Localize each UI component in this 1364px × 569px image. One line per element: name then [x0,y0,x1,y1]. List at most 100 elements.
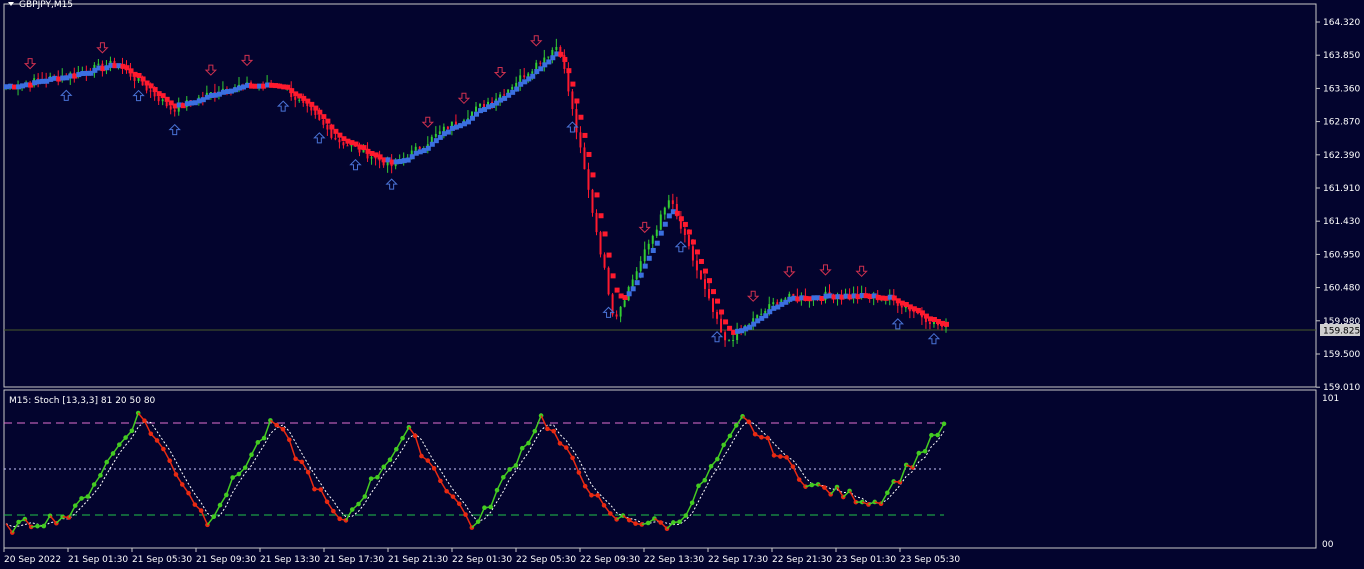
trend-step [277,83,283,89]
trend-step [590,172,596,178]
trend-step [823,293,829,299]
candle-body [651,235,654,244]
trend-step [421,148,427,154]
stoch-segment [748,421,756,435]
trend-step [682,221,688,227]
candle-body [382,160,385,166]
trend-step [486,104,492,110]
trend-step [879,295,885,301]
stoch-segment [540,415,549,430]
trend-step [100,66,106,72]
candle-body [137,77,140,81]
candle-body [567,68,570,92]
trend-step [297,93,303,99]
trend-step [863,293,869,299]
trend-step [4,84,9,90]
candle-body [932,320,935,325]
trend-step [96,65,102,71]
trend-step [305,98,311,104]
trend-step [510,89,516,95]
trend-step [867,294,873,300]
trend-step [803,295,809,301]
trend-step [642,263,648,269]
candle-body [523,75,526,78]
trend-step [413,150,419,156]
trend-step [309,101,315,107]
candle-body [599,232,602,255]
trend-step [108,62,114,68]
trend-step [301,95,307,101]
trend-step [606,252,612,258]
trend-step [538,66,544,72]
candle-body [655,229,658,236]
stoch-segment [263,420,272,439]
trend-step [180,103,186,109]
trend-step [44,78,50,84]
trend-step [269,82,275,88]
candle-body [768,304,771,311]
trend-step [325,118,331,124]
symbol-title: GBPJPY,M15 [19,0,73,10]
candle-body [527,73,530,78]
candle-body [434,133,437,137]
trend-step [931,317,937,323]
stoch-signal-line [5,420,945,528]
time-tick-label: 20 Sep 2022 [4,555,61,565]
candle-body [603,254,606,268]
trend-step [425,145,431,151]
trend-step [855,294,861,300]
trend-step [586,151,592,157]
arrow-up-icon [602,306,615,318]
trend-step [478,108,484,114]
stoch-segment [496,476,505,491]
dropdown-triangle-icon[interactable] [8,2,14,6]
stoch-point [916,450,922,456]
trend-step [799,295,805,301]
trend-step [265,82,271,88]
trend-step [192,100,198,106]
trend-step [445,129,451,135]
candle-body [575,109,578,133]
trend-step [40,78,46,84]
candle-body [728,340,731,342]
trend-step [490,102,496,108]
price-tick-label: 163.850 [1323,51,1360,61]
candle-body [386,159,389,166]
arrow-down-icon [240,54,254,67]
candle-body [141,77,144,86]
trend-step [224,89,230,95]
candle-body [310,106,313,111]
trend-step [84,70,90,76]
candle-body [507,89,510,96]
current-price-tag [1320,324,1360,336]
arrow-up-icon [349,159,362,171]
candle-body [414,146,417,151]
stoch-segment [534,415,542,432]
trend-step [357,144,363,150]
time-axis: 20 Sep 2022 21 Sep 01:30 21 Sep 05:30 21 Se… [3,548,960,565]
candle-body [133,76,136,81]
candle-body [157,96,160,102]
candle-body [334,137,337,140]
trend-step [743,326,749,332]
arrow-down-icon [638,221,651,234]
trend-step [208,92,214,98]
candle-body [438,131,441,134]
trend-step [361,145,367,151]
trend-step [690,239,696,245]
trend-step [494,100,500,106]
trend-step [674,210,680,216]
trend-step [666,213,672,219]
stoch-segment [244,454,253,468]
candle-body [667,200,670,208]
candle-body [149,90,152,92]
candle-body [491,101,494,104]
trend-step [558,51,564,57]
candle-body [559,46,562,56]
stoch-segment [464,514,473,528]
trend-step [52,75,58,81]
trend-step [204,94,210,100]
trend-step [686,229,692,235]
candle-body [551,49,554,57]
